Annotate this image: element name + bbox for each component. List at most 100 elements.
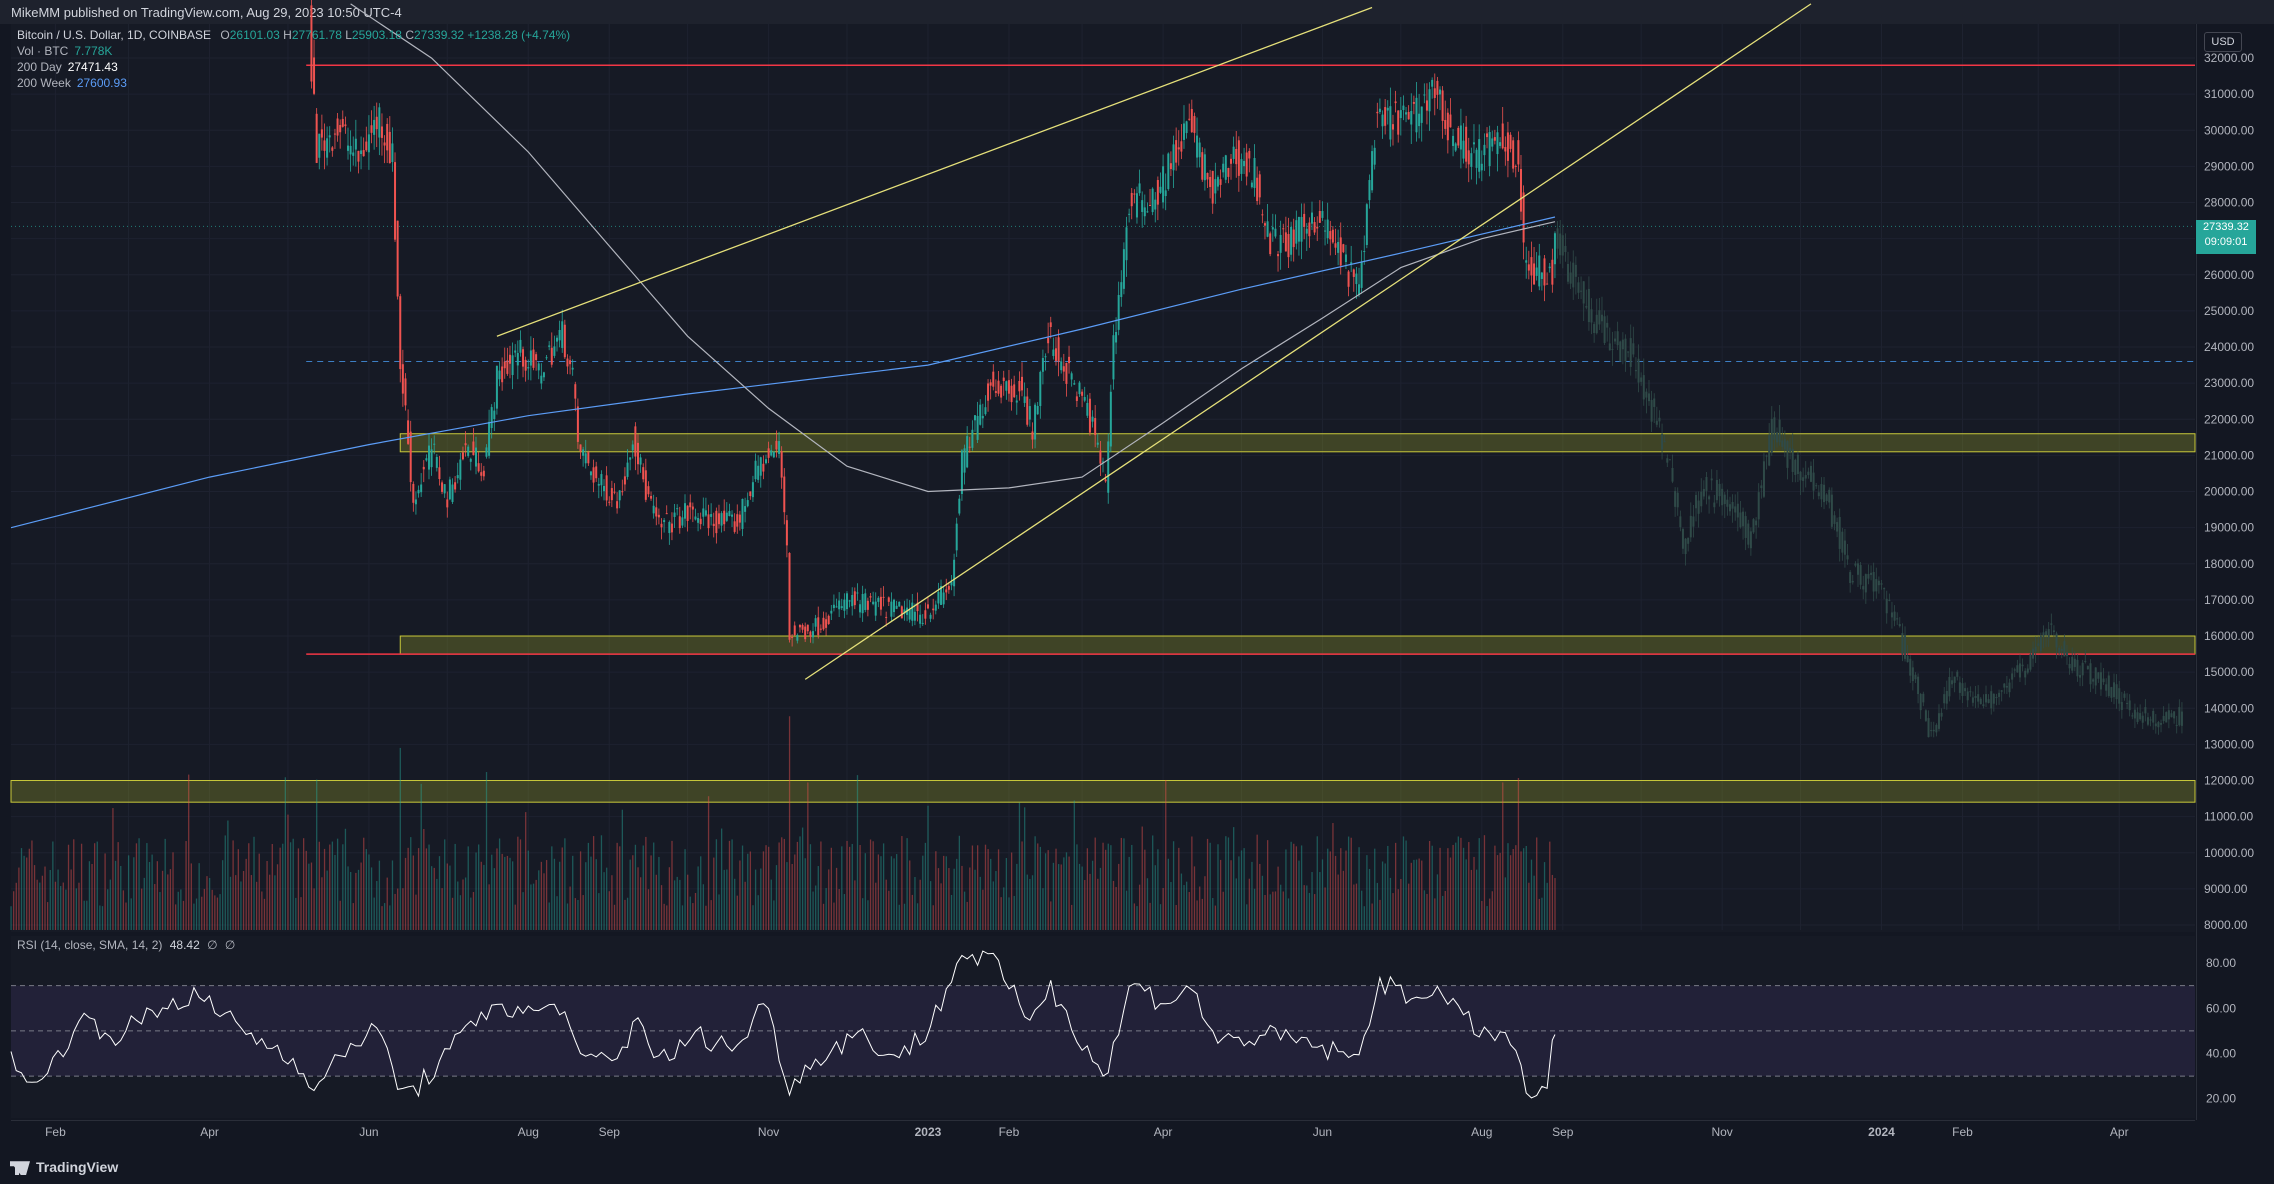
candle-body — [929, 614, 932, 619]
candle-body — [1177, 147, 1180, 150]
ghost-candle-body — [1883, 588, 1886, 590]
ghost-candle-body — [1890, 612, 1893, 618]
volume-bar — [1421, 860, 1423, 930]
candle-body — [360, 150, 363, 155]
volume-bar — [579, 851, 582, 930]
ghost-candle-body — [1979, 698, 1982, 705]
ghost-candle-body — [1893, 611, 1896, 621]
volume-bar — [1246, 904, 1248, 930]
candle-body — [532, 349, 535, 368]
candle-body — [947, 586, 950, 590]
candle-body — [825, 619, 828, 628]
candle-body — [989, 382, 992, 386]
candle-body — [1054, 348, 1057, 361]
time-axis[interactable] — [11, 1120, 2195, 1151]
candle-body — [548, 345, 551, 347]
price-tick-label: 21000.00 — [2204, 448, 2254, 462]
ghost-candle-body — [1595, 314, 1598, 334]
ghost-candle-body — [1990, 691, 1993, 709]
legend-change: +1238.28 (+4.74%) — [467, 28, 571, 42]
candle-body — [352, 152, 355, 156]
candle-body — [955, 523, 958, 551]
tradingview-logo[interactable]: TradingView — [10, 1159, 118, 1176]
volume-bar — [1251, 861, 1253, 930]
ghost-candle-body — [1632, 343, 1635, 355]
volume-bar — [538, 870, 540, 930]
ghost-candle-body — [2102, 678, 2105, 683]
candle-body — [1007, 380, 1010, 394]
price-tick-label: 28000.00 — [2204, 196, 2254, 210]
ghost-candle-body — [2144, 707, 2147, 714]
volume-bar — [1455, 842, 1457, 930]
volume-bar — [1026, 874, 1028, 930]
candle-body — [1002, 377, 1005, 381]
candle-body — [1462, 140, 1465, 159]
trendline — [496, 6, 1373, 337]
candle-body — [1384, 107, 1387, 126]
volume-bar — [404, 857, 407, 930]
ghost-candle-body — [2081, 662, 2084, 676]
ghost-candle-body — [1728, 504, 1731, 512]
candle-body — [644, 470, 647, 500]
volume-bar — [527, 850, 529, 930]
candle-body — [1486, 133, 1489, 138]
volume-bar — [1533, 875, 1535, 930]
candle-body — [1428, 89, 1431, 112]
volume-bar — [91, 864, 93, 930]
candle-body — [589, 471, 592, 476]
volume-bar — [958, 835, 961, 930]
legend-ma200d-label: 200 Day — [17, 60, 62, 74]
candle-body — [1506, 132, 1509, 161]
candle-body — [717, 513, 720, 525]
volume-bar — [441, 888, 443, 930]
volume-bar — [263, 898, 266, 930]
candle-body — [699, 518, 702, 525]
volume-bar — [1214, 905, 1217, 930]
ghost-candle-body — [1930, 730, 1933, 732]
candle-body — [945, 589, 948, 593]
candle-body — [1209, 177, 1212, 187]
volume-bar — [1204, 876, 1206, 930]
volume-bar — [828, 869, 830, 930]
time-tick-label: Sep — [1552, 1125, 1574, 1139]
volume-bar — [177, 891, 179, 930]
candle-body — [328, 135, 331, 138]
volume-bar — [1172, 841, 1175, 930]
candle-body — [498, 370, 501, 380]
candle-body — [1107, 441, 1110, 493]
ghost-candle-body — [1914, 674, 1917, 680]
time-tick-label: Jun — [1313, 1125, 1332, 1139]
ghost-candle-body — [1747, 523, 1750, 545]
candle-body — [647, 486, 650, 495]
candle-body — [383, 142, 386, 146]
volume-bar — [543, 873, 545, 930]
candle-body — [1164, 190, 1167, 197]
ghost-candle-body — [1982, 704, 1985, 707]
ghost-candle-body — [1985, 694, 1988, 703]
candle-body — [1102, 461, 1104, 463]
price-tick-label: 16000.00 — [2204, 629, 2254, 643]
ghost-candle-body — [1580, 290, 1583, 292]
currency-button[interactable]: USD — [2204, 32, 2242, 52]
ghost-candle-body — [1922, 693, 1925, 703]
candle-body — [535, 354, 538, 361]
candle-body — [979, 404, 982, 425]
volume-bar — [1410, 862, 1412, 930]
volume-bar — [308, 863, 310, 930]
volume-bar — [360, 862, 362, 930]
volume-bar — [762, 851, 765, 930]
candle-body — [712, 523, 715, 527]
candle-body — [529, 350, 532, 366]
ghost-candle-body — [1830, 494, 1833, 527]
candle-body — [1457, 127, 1460, 146]
volume-bar — [331, 841, 334, 930]
ghost-candle-body — [1943, 694, 1946, 704]
volume-bar — [1084, 880, 1086, 930]
candle-body — [1394, 101, 1397, 104]
price-axis[interactable] — [2196, 24, 2274, 1120]
volume-bar — [195, 898, 198, 930]
candle-body — [1188, 118, 1191, 120]
ghost-candle-body — [1825, 494, 1828, 501]
candle-body — [1222, 163, 1225, 173]
candle-body — [1373, 147, 1376, 165]
